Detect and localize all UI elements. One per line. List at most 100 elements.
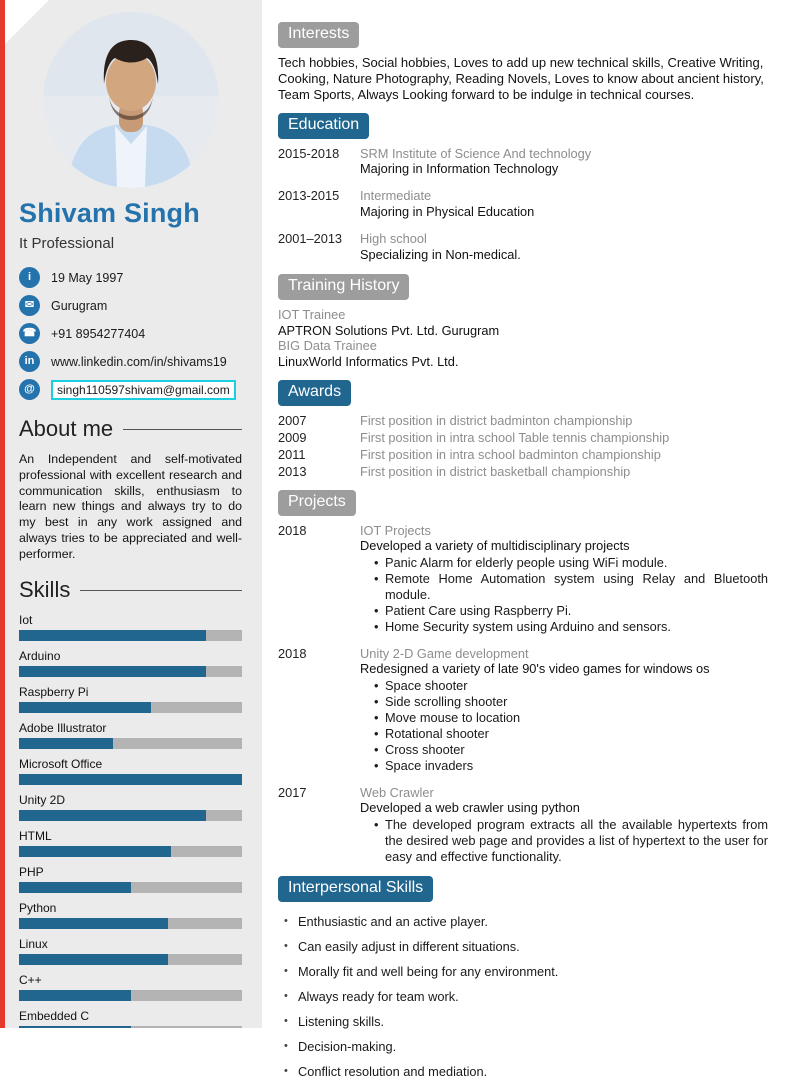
main-content: Interests Tech hobbies, Social hobbies, …: [262, 0, 794, 1079]
contact-row: @ singh110597shivam@gmail.com: [19, 378, 242, 401]
contact-text: 19 May 1997: [51, 270, 124, 285]
skill-bar-track: [19, 774, 242, 786]
contact-row: ☎ +91 8954277404: [19, 322, 242, 345]
education-entry-body: High school Specializing in Non-medical.: [360, 231, 768, 263]
project-entry: 2017 Web Crawler Developed a web crawler…: [278, 785, 768, 865]
skill-item: Unity 2D: [19, 793, 242, 822]
at-icon: @: [19, 379, 40, 400]
profile-photo-image: [42, 12, 219, 188]
about-text: An Independent and self-motivated profes…: [19, 452, 242, 561]
skill-bar-track: [19, 846, 242, 858]
skill-bar-fill: [19, 846, 171, 858]
skill-label: PHP: [19, 865, 44, 880]
section-education: Education 2015-2018 SRM Institute of Sci…: [278, 112, 768, 263]
skill-bar-track: [19, 990, 242, 1002]
project-year: 2018: [278, 522, 307, 538]
job-title: It Professional: [19, 235, 115, 252]
education-entry-body: SRM Institute of Science And technology …: [360, 146, 768, 178]
skill-bar-track: [19, 918, 242, 930]
education-detail: Majoring in Information Technology: [360, 161, 559, 177]
skill-bar-fill: [19, 1026, 131, 1028]
contact-row: in www.linkedin.com/in/shivams19: [19, 350, 242, 373]
bullet-item: Space shooter: [372, 678, 768, 694]
bullet-item: Panic Alarm for elderly people using WiF…: [372, 555, 768, 571]
education-years: 2001–2013: [278, 231, 343, 247]
projects-heading: Projects: [278, 489, 356, 516]
project-description: Developed a web crawler using python: [360, 800, 580, 816]
project-description: Developed a variety of multidisciplinary…: [360, 538, 630, 554]
skill-label: HTML: [19, 829, 52, 844]
interpersonal-item: Decision-making.: [284, 1039, 768, 1054]
award-row: 2009 First position in intra school Tabl…: [278, 430, 768, 446]
contact-row: ✉ Gurugram: [19, 294, 242, 317]
skill-bar-track: [19, 1026, 242, 1028]
bullet-item: Move mouse to location: [372, 710, 768, 726]
mail-icon: ✉: [19, 295, 40, 316]
skill-bar-fill: [19, 918, 169, 930]
skill-bar-track: [19, 810, 242, 822]
education-institution: Intermediate: [360, 188, 432, 204]
education-institution: High school: [360, 231, 427, 247]
skill-bar-track: [19, 630, 242, 642]
project-entry-body: IOT Projects Developed a variety of mult…: [360, 523, 768, 635]
skill-item: Microsoft Office: [19, 757, 242, 786]
interpersonal-skills-heading: Interpersonal Skills: [278, 875, 434, 902]
award-row: 2007 First position in district badminto…: [278, 413, 768, 429]
contact-text: Gurugram: [51, 298, 108, 313]
interpersonal-item: Can easily adjust in different situation…: [284, 939, 768, 954]
contact-text: +91 8954277404: [51, 326, 146, 341]
award-text: First position in district badminton cha…: [360, 413, 633, 429]
education-entry: 2015-2018 SRM Institute of Science And t…: [278, 146, 768, 178]
skill-label: Python: [19, 901, 57, 916]
about-heading: About me: [19, 416, 242, 442]
contact-text[interactable]: singh110597shivam@gmail.com: [51, 379, 236, 400]
skill-item: Arduino: [19, 649, 242, 678]
info-icon: i: [19, 267, 40, 288]
skill-bar-track: [19, 666, 242, 678]
skill-label: Microsoft Office: [19, 757, 103, 772]
skill-label: Embedded C: [19, 1009, 90, 1024]
contact-text[interactable]: www.linkedin.com/in/shivams19: [51, 354, 227, 369]
skill-item: Adobe Illustrator: [19, 721, 242, 750]
skills-heading-label: Skills: [19, 577, 71, 603]
skill-bar-fill: [19, 738, 113, 750]
interpersonal-item: Morally fit and well being for any envir…: [284, 964, 768, 979]
section-projects: Projects 2018 IOT Projects Developed a v…: [278, 489, 768, 865]
project-bullets: Panic Alarm for elderly people using WiF…: [372, 555, 768, 634]
training-history-list: IOT Trainee APTRON Solutions Pvt. Ltd. G…: [278, 307, 768, 370]
skill-bar-fill: [19, 702, 151, 714]
skill-bar-fill: [19, 882, 131, 894]
interpersonal-item: Enthusiastic and an active player.: [284, 914, 768, 929]
education-years: 2015-2018: [278, 145, 340, 161]
skill-item: PHP: [19, 865, 242, 894]
award-year: 2009: [278, 430, 307, 446]
project-bullets: The developed program extracts all the a…: [372, 817, 768, 865]
project-title: Web Crawler: [360, 784, 434, 800]
awards-heading: Awards: [278, 380, 352, 407]
linkedin-icon: in: [19, 351, 40, 372]
skill-label: Raspberry Pi: [19, 685, 89, 700]
interests-text: Tech hobbies, Social hobbies, Loves to a…: [278, 55, 764, 102]
skills-list: Iot Arduino Raspberry Pi Adobe Illustrat…: [19, 613, 242, 1028]
interests-heading: Interests: [278, 22, 360, 48]
education-detail: Specializing in Non-medical.: [360, 246, 521, 262]
skill-item: Embedded C: [19, 1009, 242, 1028]
award-text: First position in district basketball ch…: [360, 463, 631, 479]
skill-bar-fill: [19, 990, 131, 1002]
project-year: 2017: [278, 784, 307, 800]
skill-label: Linux: [19, 937, 48, 952]
award-text: First position in intra school badminton…: [360, 446, 661, 462]
profile-photo: [42, 12, 219, 188]
bullet-item: Cross shooter: [372, 742, 768, 758]
skill-bar-track: [19, 738, 242, 750]
heading-rule: [80, 589, 242, 591]
skill-label: Iot: [19, 613, 33, 628]
skill-item: Python: [19, 901, 242, 930]
project-entry-body: Web Crawler Developed a web crawler usin…: [360, 785, 768, 865]
training-line: LinuxWorld Informatics Pvt. Ltd.: [278, 354, 459, 370]
training-line: BIG Data Trainee: [278, 338, 377, 354]
skill-label: C++: [19, 973, 42, 988]
award-year: 2007: [278, 413, 307, 429]
left-accent-strip: [0, 0, 5, 1028]
training-line: APTRON Solutions Pvt. Ltd. Gurugram: [278, 322, 500, 338]
